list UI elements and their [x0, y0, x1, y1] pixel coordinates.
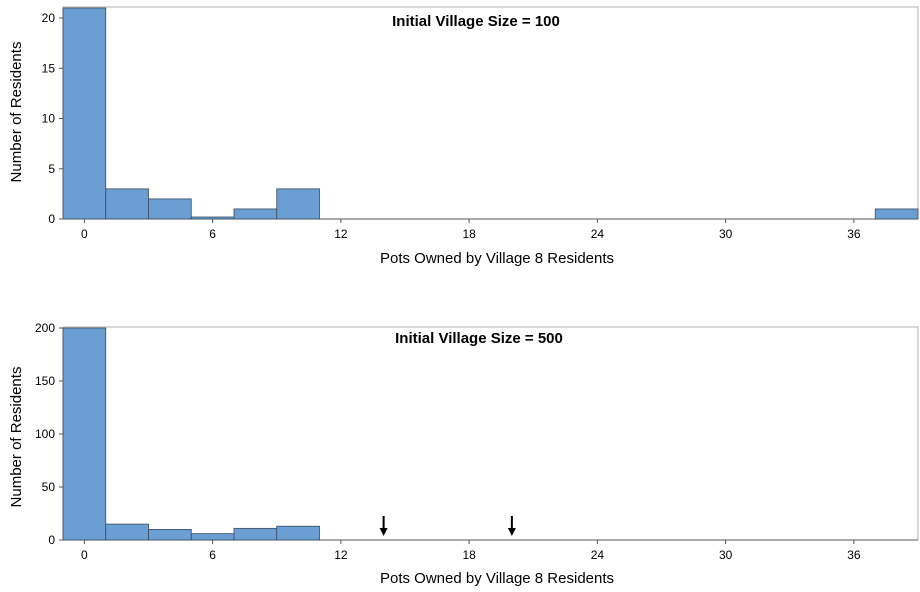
y-tick-label: 5 — [48, 162, 55, 176]
histogram-bar — [233, 527, 278, 541]
x-tick-label: 12 — [334, 548, 348, 562]
histogram-panel-size-500: Initial Village Size = 500 Pots Owned by… — [8, 321, 919, 587]
y-tick-label: 200 — [35, 321, 55, 335]
down-arrow-icon — [379, 516, 388, 536]
histogram-bar — [62, 327, 107, 541]
x-axis-label: Pots Owned by Village 8 Residents — [380, 570, 614, 587]
histogram-bar — [874, 208, 919, 220]
x-tick-label: 12 — [334, 227, 348, 241]
y-tick-label: 100 — [35, 427, 55, 441]
panel-title: Initial Village Size = 500 — [395, 330, 563, 347]
x-tick-label: 6 — [209, 548, 216, 562]
y-axis-label: Number of Residents — [8, 367, 25, 508]
y-tick-label: 15 — [42, 61, 56, 75]
x-axis-label: Pots Owned by Village 8 Residents — [380, 250, 614, 267]
x-tick-label: 30 — [719, 227, 733, 241]
y-tick-label: 0 — [48, 212, 55, 226]
plot-frame — [62, 6, 919, 220]
histogram-bar — [105, 188, 149, 220]
y-tick-label: 50 — [42, 480, 56, 494]
histogram-bar — [148, 198, 192, 220]
histogram-bar — [276, 525, 320, 541]
x-tick-label: 36 — [847, 227, 861, 241]
histogram-bar — [62, 7, 107, 220]
y-tick-label: 0 — [48, 533, 55, 547]
histogram-panel-size-100: Initial Village Size = 100 Pots Owned by… — [8, 6, 919, 267]
x-tick-label: 24 — [591, 548, 605, 562]
panel-title: Initial Village Size = 100 — [392, 13, 560, 30]
x-tick-label: 18 — [462, 548, 476, 562]
down-arrow-icon — [507, 516, 516, 536]
histogram-bar — [105, 523, 149, 541]
histogram-bar — [233, 208, 278, 220]
y-axis-label: Number of Residents — [8, 42, 25, 183]
y-tick-label: 150 — [35, 374, 55, 388]
histogram-bar — [190, 533, 235, 541]
x-tick-label: 30 — [719, 548, 733, 562]
x-tick-label: 6 — [209, 227, 216, 241]
histogram-bar — [276, 188, 320, 220]
x-tick-label: 36 — [847, 548, 861, 562]
x-tick-label: 0 — [81, 227, 88, 241]
x-tick-label: 24 — [591, 227, 605, 241]
x-tick-label: 18 — [462, 227, 476, 241]
histogram-bar — [190, 216, 235, 220]
plot-frame — [62, 326, 919, 541]
y-tick-label: 20 — [42, 11, 56, 25]
x-tick-label: 0 — [81, 548, 88, 562]
histogram-bar — [148, 529, 192, 541]
y-tick-label: 10 — [42, 112, 56, 126]
